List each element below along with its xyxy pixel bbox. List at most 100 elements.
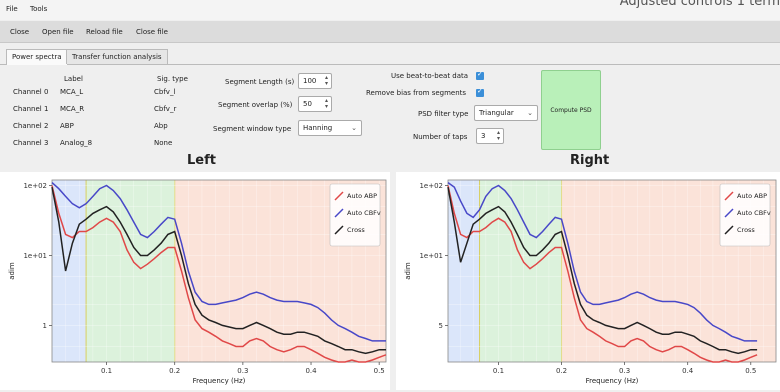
legend-swatch bbox=[724, 208, 734, 218]
channel-name: Channel 2 bbox=[13, 122, 49, 130]
series-line-auto-abp bbox=[51, 185, 387, 363]
legend-label: Cross bbox=[737, 226, 755, 234]
channel-type: Abp bbox=[154, 122, 168, 130]
y-tick-label: 1e+02 bbox=[23, 182, 47, 190]
channel-label: MCA_R bbox=[60, 105, 85, 113]
legend-swatch bbox=[724, 191, 734, 201]
frequency-band-1 bbox=[86, 180, 175, 362]
beat-to-beat-checkbox[interactable] bbox=[476, 70, 484, 80]
taps-value: 3 bbox=[481, 132, 486, 140]
y-tick-label: 1 bbox=[43, 322, 47, 330]
series-line-auto-abp bbox=[447, 185, 758, 363]
psd-filter-value: Triangular bbox=[479, 109, 514, 117]
window-type-value: Hanning bbox=[303, 124, 333, 132]
channel-type: Cbfv_r bbox=[154, 105, 177, 113]
x-tick-label: 0.3 bbox=[237, 367, 248, 375]
segment-length-value: 100 bbox=[303, 77, 317, 85]
channel-type: Cbfv_l bbox=[154, 88, 176, 96]
channel-label: ABP bbox=[60, 122, 74, 130]
close-file-button[interactable]: Close file bbox=[136, 28, 168, 36]
x-tick-label: 0.4 bbox=[682, 367, 694, 375]
channel-type: None bbox=[154, 139, 173, 147]
legend-swatch bbox=[334, 208, 344, 218]
segment-overlap-value: 50 bbox=[303, 100, 312, 108]
legend-swatch bbox=[334, 191, 344, 201]
right-psd-chart: 0.1 0.2 0.3 0.4 0.5 1e+02 1e+01 5 Frequency (Hz)… bbox=[404, 179, 777, 385]
tab-bar: Power spectra Transfer function analysis bbox=[0, 47, 780, 65]
x-tick-label: 0.3 bbox=[619, 367, 630, 375]
series-line-auto-cbfv bbox=[51, 182, 386, 342]
y-tick-label: 1e+01 bbox=[23, 252, 47, 260]
menu-file[interactable]: File bbox=[6, 5, 18, 13]
spin-arrows-icon[interactable]: ▴ ▾ bbox=[324, 97, 328, 110]
y-tick-label: 5 bbox=[439, 322, 443, 330]
channel-name: Channel 0 bbox=[13, 88, 49, 96]
chevron-down-icon: ⌄ bbox=[351, 124, 357, 132]
window-type-select[interactable]: Hanning ⌄ bbox=[298, 120, 362, 136]
y-tick-label: 1e+01 bbox=[419, 252, 443, 260]
legend-swatch bbox=[334, 225, 344, 235]
legend-label: Auto ABP bbox=[347, 192, 377, 200]
channel-label: Analog_8 bbox=[60, 139, 93, 147]
legend-label: Auto ABP bbox=[737, 192, 767, 200]
right-plot-title: Right bbox=[570, 153, 610, 168]
y-axis-label: adim bbox=[404, 262, 412, 280]
sig-type-header: Sig. type bbox=[157, 75, 188, 83]
plot-frame bbox=[447, 179, 777, 363]
x-tick-label: 0.2 bbox=[556, 367, 567, 375]
psd-filter-label: PSD filter type bbox=[418, 110, 469, 118]
tab-power-spectra[interactable]: Power spectra bbox=[6, 49, 68, 65]
frequency-band-1 bbox=[479, 180, 562, 362]
channel-label: MCA_L bbox=[60, 88, 84, 96]
legend-swatch bbox=[724, 225, 734, 235]
y-tick-label: 1e+02 bbox=[419, 182, 443, 190]
spin-arrows-icon[interactable]: ▴ ▾ bbox=[324, 74, 328, 87]
label-header: Label bbox=[64, 75, 83, 83]
tab-transfer-function[interactable]: Transfer function analysis bbox=[66, 49, 168, 64]
compute-psd-button[interactable]: Compute PSD bbox=[541, 70, 601, 150]
reload-file-button[interactable]: Reload file bbox=[86, 28, 123, 36]
psd-filter-select[interactable]: Triangular ⌄ bbox=[474, 105, 538, 121]
window-title: Adjusted controls 1 term bbox=[619, 0, 780, 9]
x-tick-label: 0.5 bbox=[374, 367, 385, 375]
legend-label: Cross bbox=[347, 226, 365, 234]
segment-overlap-label: Segment overlap (%) bbox=[218, 101, 293, 109]
x-tick-label: 0.1 bbox=[493, 367, 504, 375]
segment-length-label: Segment Length (s) bbox=[225, 78, 295, 86]
right-psd-plot[interactable]: 0.1 0.2 0.3 0.4 0.5 1e+02 1e+01 5 Frequency (Hz)… bbox=[396, 172, 780, 390]
x-tick-label: 0.1 bbox=[101, 367, 112, 375]
x-tick-label: 0.5 bbox=[745, 367, 756, 375]
legend-label: Auto CBFv bbox=[347, 209, 381, 217]
plot-frame bbox=[51, 179, 387, 363]
taps-input[interactable]: 3 ▴ ▾ bbox=[476, 128, 504, 144]
taps-label: Number of taps bbox=[413, 133, 468, 141]
open-file-button[interactable]: Open file bbox=[42, 28, 74, 36]
segment-overlap-input[interactable]: 50 ▴ ▾ bbox=[298, 96, 332, 112]
spin-arrows-icon[interactable]: ▴ ▾ bbox=[496, 129, 500, 142]
segment-length-input[interactable]: 100 ▴ ▾ bbox=[298, 73, 332, 89]
window-type-label: Segment window type bbox=[213, 125, 292, 133]
chevron-down-icon: ⌄ bbox=[527, 109, 533, 117]
channel-name: Channel 3 bbox=[13, 139, 49, 147]
menu-tools[interactable]: Tools bbox=[30, 5, 48, 13]
toolbar: Close Open file Reload file Close file bbox=[0, 21, 780, 43]
remove-bias-label: Remove bias from segments bbox=[366, 89, 467, 97]
x-tick-label: 0.2 bbox=[169, 367, 180, 375]
legend-label: Auto CBFv bbox=[737, 209, 771, 217]
left-psd-plot[interactable]: 0.1 0.2 0.3 0.4 0.5 1e+02 1e+01 1 Frequency (Hz)… bbox=[0, 172, 390, 390]
y-axis-label: adim bbox=[8, 262, 16, 280]
x-axis-label: Frequency (Hz) bbox=[193, 377, 246, 385]
legend-box bbox=[719, 183, 771, 247]
close-button[interactable]: Close bbox=[10, 28, 30, 36]
beat-to-beat-label: Use beat-to-beat data bbox=[391, 72, 469, 80]
x-axis-label: Frequency (Hz) bbox=[586, 377, 639, 385]
series-line-cross bbox=[447, 186, 758, 355]
left-plot-title: Left bbox=[187, 153, 216, 168]
x-tick-label: 0.4 bbox=[305, 367, 317, 375]
remove-bias-checkbox[interactable] bbox=[476, 87, 484, 97]
left-psd-chart: 0.1 0.2 0.3 0.4 0.5 1e+02 1e+01 1 Frequency (Hz)… bbox=[8, 179, 387, 385]
channel-name: Channel 1 bbox=[13, 105, 49, 113]
legend-box bbox=[329, 183, 381, 247]
series-line-auto-cbfv bbox=[447, 181, 758, 342]
menu-bar: File Tools Adjusted controls 1 term bbox=[0, 0, 780, 20]
